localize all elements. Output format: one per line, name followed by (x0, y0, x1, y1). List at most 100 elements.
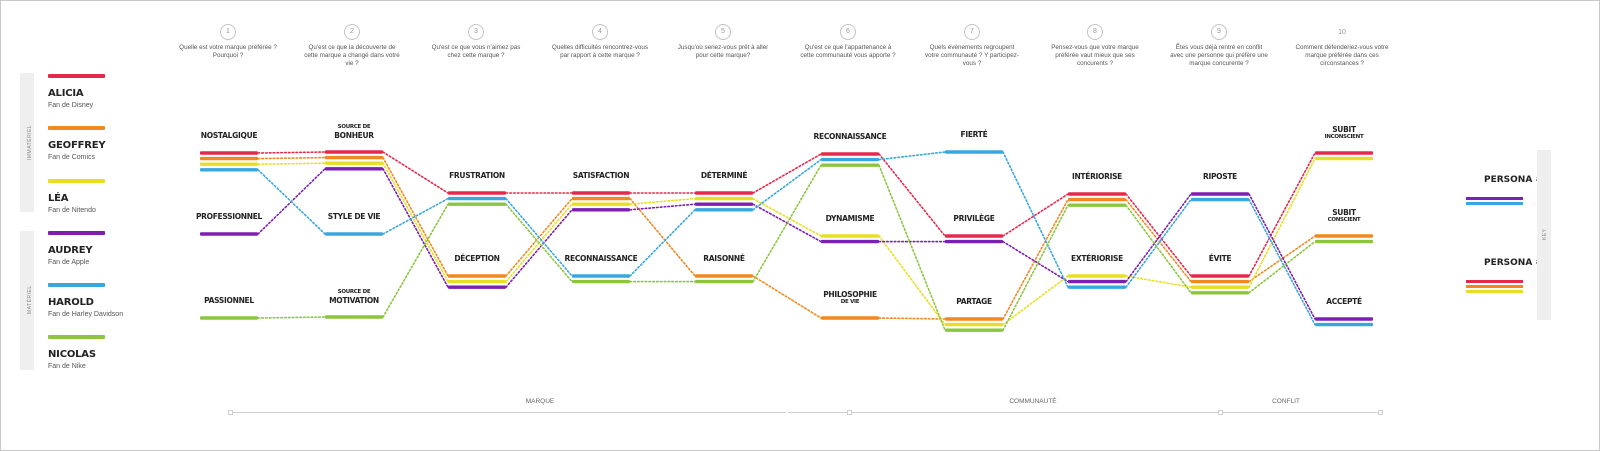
node-bar-lea (325, 161, 383, 165)
legend-desc: Fan de Harley Davidson (48, 311, 124, 318)
node-bar-geoffrey (695, 274, 753, 278)
legend-desc: Fan de Disney (48, 102, 94, 109)
node-bar-audrey (1068, 279, 1126, 284)
node-title-main: EXTÉRIORISE (1071, 254, 1123, 263)
node-title: RECONNAISSANCE (805, 132, 895, 141)
node-bar-geoffrey (1315, 234, 1373, 238)
question-text: Pensez-vous que votre marque préférée va… (1051, 44, 1139, 67)
node-title: SUBIT INCONSCIENT (1299, 125, 1389, 141)
node-bar-lea (821, 234, 879, 238)
node-title-sub: CONSCIENT (1327, 217, 1361, 223)
node-title-main: DYNAMISME (825, 214, 875, 223)
legend-desc: Fan de Apple (48, 259, 90, 266)
node-bar-geoffrey (448, 274, 506, 278)
node-bar-geoffrey (945, 317, 1003, 321)
flow-link-nicolas (752, 164, 822, 283)
node-bar-geoffrey (572, 196, 630, 201)
question-text: Quelles difficultés rencontrez-vous par … (551, 44, 649, 59)
node-bar-audrey (1315, 317, 1373, 321)
node-title: DYNAMISME (805, 214, 895, 223)
node-bar-geoffrey (1068, 197, 1126, 202)
flow-link-geoffrey (1248, 235, 1316, 283)
legend-group-band-materiel (20, 231, 34, 370)
legend-color-bar (48, 74, 105, 78)
legend-item-alicia: ALICIA Fan de Disney (48, 74, 138, 109)
node-title-main: DÉTERMINÉ (700, 171, 748, 180)
legend-color-bar (48, 283, 105, 287)
node-title: PRIVILÈGE (929, 214, 1019, 223)
node-title: SOURCE DE BONHEUR (309, 124, 399, 140)
node-bar-alicia (1315, 151, 1373, 155)
side-tab[interactable] (1537, 150, 1551, 320)
flow-link-audrey (1002, 240, 1069, 283)
flow-link-geoffrey (1125, 198, 1192, 283)
flow-link-harold (752, 158, 822, 211)
node-bar-audrey (1191, 192, 1249, 196)
legend-item-lea: LÉA Fan de Nitendo (48, 179, 138, 214)
node-bar-nicolas (448, 202, 506, 206)
question-number: 4 (592, 24, 608, 40)
question-number: 1 (220, 24, 236, 40)
flow-link-harold (1002, 151, 1069, 289)
flow-link-geoffrey (382, 156, 449, 277)
node-title-main: DÉCEPTION (454, 254, 500, 263)
section-tick (847, 410, 852, 415)
node-bar-alicia (572, 191, 630, 195)
node-title-main: RECONNAISSANCE (813, 132, 887, 141)
flow-link-nicolas (505, 203, 573, 283)
node-title-main: BONHEUR (334, 131, 374, 140)
legend-item-geoffrey: GEOFFREY Fan de Comics (48, 126, 138, 161)
side-tab-label: KEY (1542, 228, 1548, 240)
flow-link-lea (257, 162, 326, 165)
flow-link-lea (1002, 275, 1069, 326)
node-bar-harold (1068, 285, 1126, 289)
node-bar-alicia (695, 191, 753, 195)
summary-persona-2-bar (1466, 290, 1523, 293)
flow-link-audrey (1248, 193, 1316, 320)
section-divider-conflit (1222, 412, 1382, 413)
node-title-main: INTÉRIORISE (1071, 172, 1123, 181)
node-title: PARTAGE (929, 297, 1019, 306)
node-title-main: PROFESSIONNEL (195, 212, 263, 221)
flow-link-nicolas (878, 164, 946, 332)
legend-item-harold: HAROLD Fan de Harley Davidson (48, 283, 138, 318)
question-text: Qu'est ce que la découverte de cette mar… (304, 44, 400, 67)
section-divider-marque (230, 412, 786, 413)
node-title-main: FIERTÉ (960, 130, 988, 139)
flow-link-nicolas (1125, 204, 1192, 294)
flow-link-harold (382, 197, 449, 235)
flow-link-lea (878, 235, 946, 326)
node-title-main: PASSIONNEL (204, 296, 254, 305)
node-title-sub: DE VIE (840, 299, 860, 305)
node-title: SUBIT CONSCIENT (1299, 208, 1389, 224)
node-bar-lea (945, 322, 1003, 327)
node-title-main: PHILOSOPHIE (823, 290, 877, 299)
legend-item-audrey: AUDREY Fan de Apple (48, 231, 138, 266)
node-title-main: RECONNAISSANCE (564, 254, 638, 263)
node-bar-lea (1068, 274, 1126, 278)
node-bar-audrey (448, 285, 506, 289)
node-bar-harold (1191, 197, 1249, 202)
node-bar-audrey (572, 208, 630, 212)
flow-link-audrey (629, 203, 696, 211)
question-number: 3 (468, 24, 484, 40)
section-tick (1378, 410, 1383, 415)
legend-desc: Fan de Nike (48, 363, 86, 370)
summary-persona-1-title: PERSONA #1 (1484, 175, 1550, 185)
node-bar-nicolas (325, 315, 383, 319)
legend-color-bar (48, 335, 105, 339)
node-title-sub: INCONSCIENT (1324, 134, 1364, 140)
question-text: Quelle est votre marque préférée ? Pourq… (179, 44, 277, 59)
node-bar-harold (572, 274, 630, 278)
flow-link-alicia (1002, 193, 1069, 237)
flow-link-lea (629, 197, 696, 205)
legend-name: ALICIA (48, 88, 84, 99)
node-bar-audrey (200, 232, 258, 236)
flow-link-alicia (382, 151, 449, 194)
question-number: 5 (715, 24, 731, 40)
node-bar-nicolas (695, 279, 753, 284)
node-title-main: ACCEPTÉ (1326, 297, 1362, 306)
node-bar-audrey (695, 202, 753, 206)
flow-link-nicolas (382, 203, 449, 318)
flow-link-lea (752, 197, 822, 237)
